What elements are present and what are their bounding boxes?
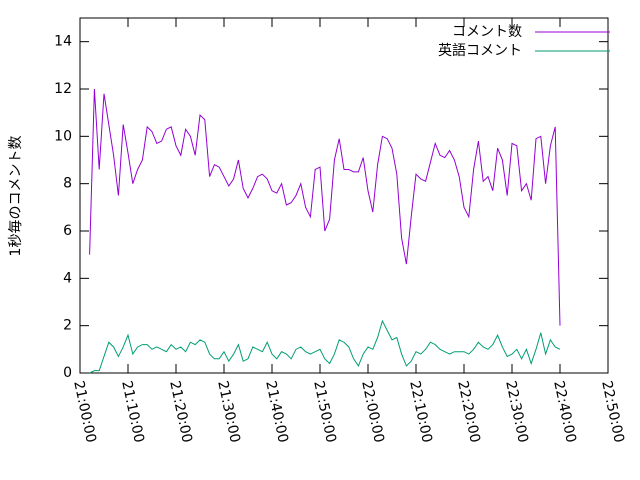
y-tick-label: 8 xyxy=(63,176,72,192)
y-axis-label: 1秒毎のコメント数 xyxy=(8,136,24,257)
y-tick-label: 2 xyxy=(63,318,72,334)
y-tick-label: 4 xyxy=(63,270,72,286)
y-tick-label: 12 xyxy=(54,81,72,97)
y-tick-label: 10 xyxy=(54,128,72,144)
legend-label: 英語コメント xyxy=(438,42,522,59)
series-line xyxy=(89,319,561,374)
legend-label: コメント数 xyxy=(452,24,522,40)
y-tick-label: 0 xyxy=(63,365,72,381)
plot-frame xyxy=(79,17,609,374)
series-line xyxy=(89,88,561,326)
y-tick-label: 6 xyxy=(63,223,72,239)
y-tick-label: 14 xyxy=(54,34,72,50)
